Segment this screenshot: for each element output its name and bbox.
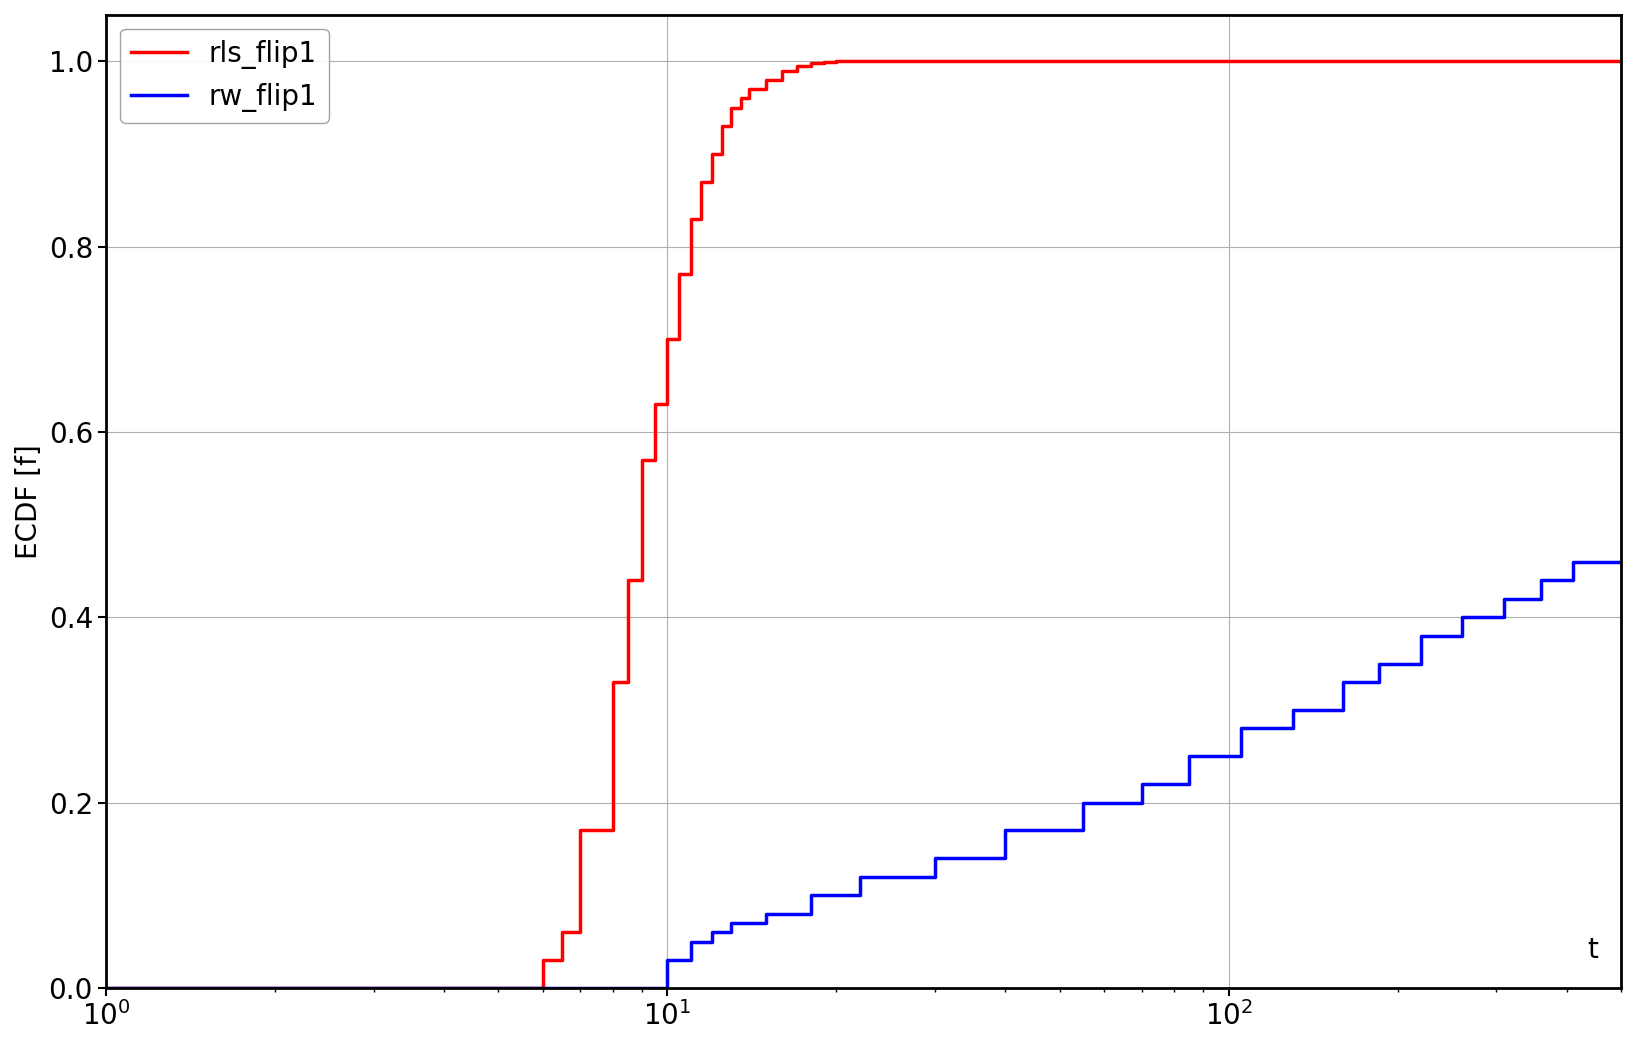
rw_flip1 <box>1283 722 1302 734</box>
rw_flip1 <box>721 926 741 938</box>
rw_flip1 <box>1531 592 1551 605</box>
rw_flip1 <box>1132 778 1152 791</box>
rw_flip1 <box>849 889 869 902</box>
rls_flip1 <box>756 73 775 86</box>
rw_flip1 <box>1495 611 1515 623</box>
rls_flip1 <box>731 101 751 114</box>
Line: rw_flip1: rw_flip1 <box>106 562 1621 987</box>
rw_flip1 <box>1562 574 1582 587</box>
rls_flip1 <box>1611 55 1631 68</box>
rw_flip1 <box>1333 676 1353 688</box>
rw_flip1 <box>1073 824 1093 837</box>
rw_flip1 <box>1230 722 1250 734</box>
rw_flip1 <box>1451 630 1471 642</box>
rw_flip1 <box>1495 592 1515 605</box>
rw_flip1 <box>996 824 1016 837</box>
rw_flip1 <box>996 851 1016 864</box>
rw_flip1 <box>849 870 869 883</box>
rw_flip1 <box>1412 630 1432 642</box>
Text: t: t <box>1587 935 1598 963</box>
rw_flip1 <box>1132 796 1152 809</box>
rls_flip1 <box>802 56 821 69</box>
rw_flip1 <box>926 851 946 864</box>
rw_flip1 <box>1451 611 1471 623</box>
rw_flip1 <box>802 908 821 920</box>
rw_flip1 <box>1531 574 1551 587</box>
rw_flip1 <box>658 954 677 967</box>
rls_flip1 <box>826 55 846 68</box>
rw_flip1 <box>681 954 700 967</box>
rw_flip1 <box>1073 796 1093 809</box>
rw_flip1 <box>1369 676 1389 688</box>
rls_flip1 <box>533 981 553 994</box>
Legend: rls_flip1, rw_flip1: rls_flip1, rw_flip1 <box>119 29 329 123</box>
rw_flip1 <box>702 926 721 938</box>
rw_flip1 <box>721 916 741 929</box>
rw_flip1 <box>1369 657 1389 669</box>
rw_flip1 <box>1230 750 1250 763</box>
rw_flip1 <box>926 870 946 883</box>
rw_flip1 <box>756 916 775 929</box>
rw_flip1 <box>1562 555 1582 568</box>
rw_flip1 <box>1412 657 1432 669</box>
rw_flip1 <box>681 935 700 948</box>
rw_flip1 <box>702 935 721 948</box>
rw_flip1 <box>1180 750 1199 763</box>
rw_flip1 <box>756 908 775 920</box>
rls_flip1 <box>669 268 689 280</box>
rw_flip1 <box>97 981 116 994</box>
rw_flip1 <box>658 981 677 994</box>
rw_flip1 <box>1283 704 1302 717</box>
rls_flip1 <box>97 981 116 994</box>
rw_flip1 <box>1333 704 1353 717</box>
rw_flip1 <box>1180 778 1199 791</box>
rw_flip1 <box>802 889 821 902</box>
rw_flip1 <box>1611 555 1631 568</box>
Line: rls_flip1: rls_flip1 <box>106 62 1621 987</box>
rls_flip1 <box>739 83 759 95</box>
Y-axis label: ECDF [f]: ECDF [f] <box>15 445 43 559</box>
